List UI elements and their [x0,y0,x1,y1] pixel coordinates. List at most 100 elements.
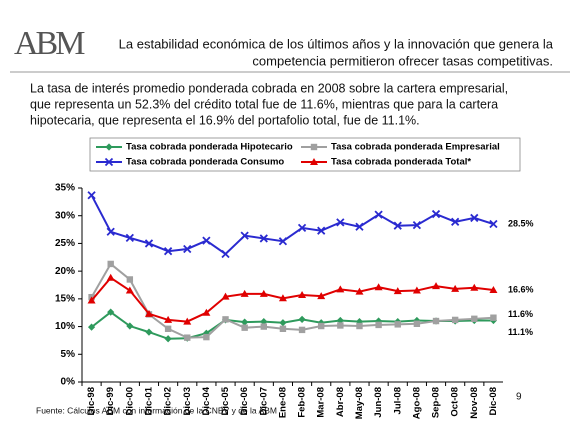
x-tick-label: Abr-08 [335,387,346,417]
marker [259,234,268,243]
marker [318,322,325,330]
marker [104,157,114,167]
x-tick-label: Jun-08 [373,387,384,418]
marker [298,326,306,334]
marker [107,260,114,268]
y-tick-label: 15% [55,293,75,304]
marker [374,283,383,291]
marker [260,323,267,330]
marker [260,317,268,326]
marker [105,143,113,151]
marker [221,292,230,300]
marker [336,285,345,293]
body-text: La tasa de interés promedio ponderada co… [30,81,508,95]
x-tick-label: Dic-08 [488,387,499,416]
x-tick-label: Dic-06 [239,387,250,416]
marker [470,283,479,291]
marker [106,227,115,236]
marker [451,316,459,324]
legend-label: Tasa cobrada ponderada Consumo [126,157,284,168]
marker [125,286,134,294]
legend-label: Tasa cobrada ponderada Total* [331,157,471,168]
marker [144,239,154,248]
marker [221,249,230,259]
marker [240,231,249,240]
marker [470,213,479,223]
marker [164,315,173,323]
marker [431,209,441,219]
x-tick-label: Dic-00 [124,387,135,416]
marker [451,217,460,226]
marker [164,335,172,343]
y-tick-label: 30% [55,210,75,221]
x-tick-label: Feb-08 [297,387,308,418]
value-label: 11.6% [508,309,533,319]
marker [432,317,440,325]
x-tick-label: Sep-08 [431,387,442,418]
marker [107,308,115,316]
x-tick-label: Oct-08 [450,387,461,417]
marker [489,219,498,229]
marker [355,317,364,326]
y-tick-label: 0% [61,377,76,388]
marker [317,226,326,235]
legend-label: Tasa cobrada ponderada Hipotecario [126,142,293,153]
x-tick-label: Jul-08 [392,387,403,414]
marker [278,237,288,246]
marker [202,308,211,316]
marker [336,316,344,325]
marker [336,218,345,227]
x-tick-label: Dic-98 [86,387,97,416]
marker [374,210,383,219]
marker [297,223,307,233]
series-line [90,194,494,256]
marker [413,316,421,325]
marker [279,319,287,327]
legend-label: Tasa cobrada ponderada Empresarial [331,142,500,153]
marker [298,290,307,298]
y-tick-label: 25% [55,238,75,249]
marker [412,221,422,230]
source-note: Fuente: Cálculos ABM con información de … [36,405,277,415]
marker [393,287,402,295]
legend-box [89,137,521,172]
marker [355,287,364,295]
marker [184,334,191,341]
marker [310,158,318,165]
marker [87,323,96,331]
marker [259,289,268,297]
headline: competencia permitieron ofrecer tasas co… [252,53,553,68]
marker [413,320,421,327]
x-tick-label: Nov-08 [469,387,480,419]
x-tick-label: Ago-08 [411,387,422,419]
headline: La estabilidad económica de los últimos … [119,36,554,51]
marker [356,322,363,330]
value-label: 16.6% [508,284,534,294]
x-tick-label: Dic-07 [258,387,269,416]
value-label: 28.5% [508,218,534,228]
marker [375,321,382,329]
marker [126,322,134,330]
marker [203,333,210,341]
body-text: que representa un 52.3% del crédito tota… [30,97,498,111]
x-tick-label: Dic-01 [143,386,154,415]
marker [355,222,364,231]
marker [310,143,318,151]
marker [240,289,249,297]
marker [163,247,173,256]
y-tick-label: 20% [55,266,75,277]
marker [412,286,421,294]
page-number: 9 [516,392,522,403]
series-line [90,310,494,340]
marker [432,282,441,290]
y-tick-label: 10% [55,321,75,332]
y-tick-label: 35% [55,183,75,194]
marker [222,316,229,323]
marker [241,324,248,331]
marker [489,285,498,293]
marker [164,325,172,332]
marker [202,236,211,245]
series-line [90,276,494,323]
